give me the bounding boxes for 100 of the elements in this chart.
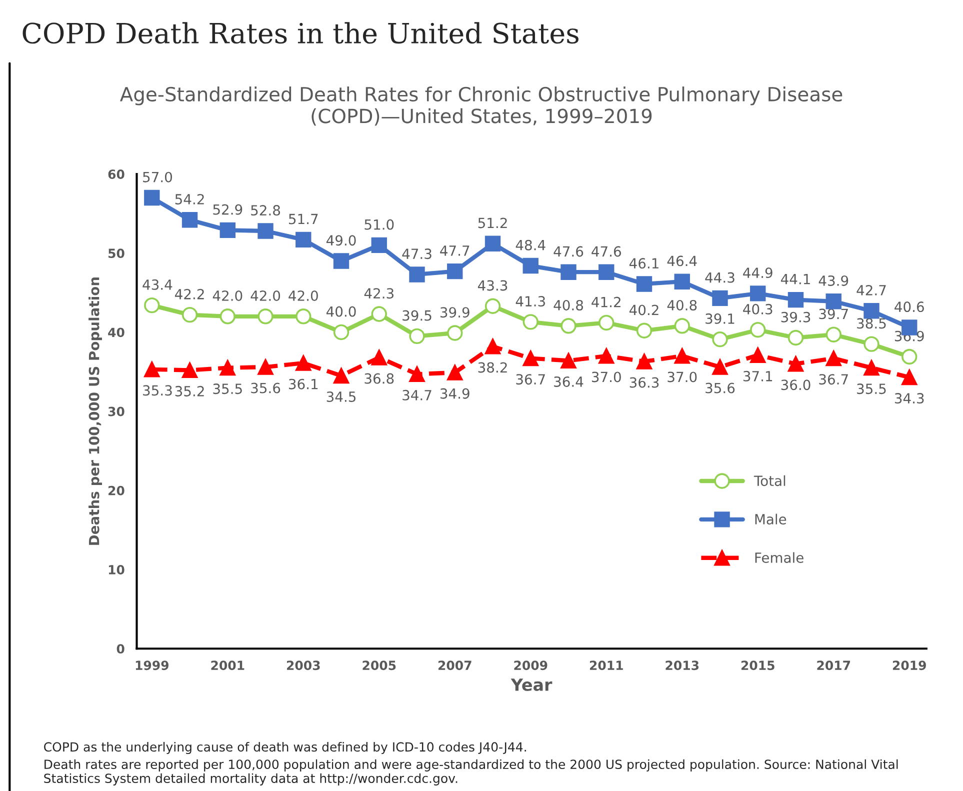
y-tick-label: 40 — [108, 328, 124, 338]
data-label: 57.0 — [143, 172, 172, 182]
data-label: 34.7 — [402, 390, 432, 400]
data-label: 54.2 — [175, 194, 204, 204]
y-tick-label: 10 — [108, 564, 124, 574]
data-label: 41.3 — [516, 296, 545, 307]
y-tick-label: 0 — [116, 644, 124, 654]
data-label: 51.2 — [478, 218, 507, 228]
point — [409, 328, 425, 344]
point — [182, 362, 198, 378]
data-label: 37.0 — [592, 372, 621, 382]
point — [598, 264, 614, 280]
point — [333, 253, 350, 269]
data-label: 47.6 — [554, 246, 584, 257]
point — [333, 368, 350, 384]
legend-label: Male — [755, 514, 786, 525]
point — [826, 350, 842, 366]
point — [902, 369, 918, 386]
point — [598, 348, 614, 364]
point — [902, 348, 918, 365]
legend-label: Female — [755, 552, 804, 563]
data-label: 41.2 — [592, 296, 620, 308]
point — [674, 318, 690, 334]
data-label: 36.0 — [781, 380, 810, 390]
data-label: 35.5 — [857, 384, 886, 394]
data-label: 44.9 — [743, 268, 772, 278]
data-label: 40.6 — [894, 302, 924, 312]
x-tick-label: 2005 — [362, 660, 396, 670]
point — [447, 364, 463, 380]
data-label: 43.4 — [142, 279, 172, 290]
data-label: 36.8 — [364, 373, 394, 384]
x-tick-label: 2013 — [666, 660, 699, 670]
point — [484, 236, 501, 252]
y-tick-label: 50 — [108, 248, 124, 258]
point — [182, 212, 198, 228]
data-label: 35.6 — [251, 382, 280, 394]
point — [560, 318, 576, 334]
data-label: 42.0 — [250, 290, 280, 301]
point — [636, 322, 652, 338]
data-label: 48.4 — [516, 240, 546, 250]
data-label: 36.3 — [630, 377, 659, 388]
data-label: 47.6 — [592, 246, 621, 257]
point — [296, 232, 312, 248]
point — [674, 348, 690, 364]
data-label: 34.5 — [326, 391, 356, 402]
data-label: 39.9 — [440, 307, 470, 318]
point — [409, 266, 425, 282]
text: COPD as the underlying cause of death was defined by ICD-10 codes J40-J44. — [44, 742, 526, 754]
data-label: 49.0 — [326, 235, 356, 246]
point — [144, 362, 160, 378]
data-label: 43.3 — [478, 280, 508, 291]
data-label: 36.4 — [554, 376, 584, 387]
point — [296, 355, 312, 371]
data-label: 51.7 — [289, 214, 318, 224]
data-label: 40.3 — [743, 304, 772, 314]
point — [864, 360, 880, 376]
data-label: 42.0 — [212, 290, 242, 301]
point — [447, 325, 463, 341]
data-label: 44.3 — [705, 272, 734, 283]
x-axis-title: Year — [510, 678, 552, 691]
data-label: 42.7 — [856, 284, 886, 296]
data-label: 34.9 — [440, 388, 470, 399]
point — [712, 359, 728, 375]
point — [371, 350, 387, 366]
point — [560, 264, 576, 280]
data-label: 34.3 — [894, 393, 924, 404]
data-label: 51.0 — [364, 219, 394, 230]
point — [788, 292, 804, 308]
x-tick-label: 2007 — [438, 660, 472, 670]
data-label: 37.0 — [668, 372, 697, 382]
point — [371, 237, 387, 254]
data-label: 37.1 — [743, 370, 772, 382]
point — [522, 258, 538, 274]
data-label: 39.1 — [706, 313, 734, 324]
data-label: 52.8 — [251, 205, 280, 216]
point — [788, 356, 804, 372]
point — [258, 359, 274, 375]
point — [522, 314, 538, 330]
data-label: 43.9 — [818, 275, 848, 286]
point — [750, 322, 766, 338]
data-label: 36.1 — [288, 378, 318, 390]
data-label: 42.0 — [288, 290, 318, 301]
data-label: 36.7 — [819, 374, 848, 385]
data-label: 47.3 — [402, 248, 432, 260]
y-tick-label: 30 — [108, 406, 124, 416]
data-label: 38.5 — [857, 318, 886, 329]
data-label: 40.0 — [326, 306, 356, 317]
x-tick-label: 2019 — [892, 660, 926, 670]
data-label: 42.3 — [364, 288, 394, 299]
point — [636, 354, 652, 370]
legend-label: Total — [754, 475, 786, 486]
point — [864, 303, 880, 319]
point — [182, 306, 198, 323]
data-label: 35.6 — [706, 382, 735, 394]
data-label: 46.4 — [667, 256, 697, 266]
data-label: 47.7 — [440, 246, 470, 256]
x-tick-label: 1999 — [136, 660, 168, 670]
data-label: 52.9 — [213, 204, 242, 215]
point — [560, 352, 576, 369]
point — [750, 347, 766, 364]
